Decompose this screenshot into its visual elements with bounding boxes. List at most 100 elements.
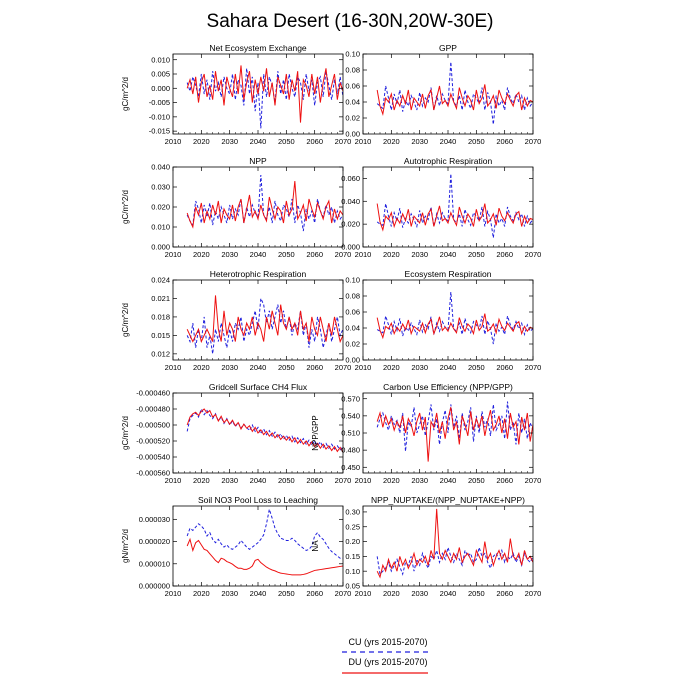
x-tick-label: 2070	[335, 137, 352, 146]
x-tick-label: 2050	[278, 589, 295, 598]
x-tick-label: 2040	[440, 137, 457, 146]
x-tick-label: 2060	[496, 476, 513, 485]
legend-label-du: DU (yrs 2015-2070)	[348, 657, 427, 667]
panel-8: 2010 2020 2030 2040 2050 2060 2070 0.000000 0.00…	[121, 495, 351, 598]
series-du-line	[186, 537, 343, 576]
x-tick-label: 2040	[440, 250, 457, 259]
x-tick-label: 2060	[306, 476, 323, 485]
y-tick-label: 0.30	[345, 508, 360, 517]
y-tick-label: 0.05	[345, 582, 360, 591]
panel-title: Net Ecosystem Exchange	[209, 43, 307, 53]
y-tick-label: -0.000500	[136, 421, 170, 430]
x-tick-label: 2030	[221, 476, 238, 485]
series-du-line	[186, 408, 343, 453]
y-tick-label: 0.000	[151, 243, 170, 252]
series-cu-line	[376, 61, 533, 125]
panel-title: NPP_NUPTAKE/(NPP_NUPTAKE+NPP)	[371, 495, 525, 505]
panels: 2010 2020 2030 2040 2050 2060 2070 -0.015 -0.010…	[121, 43, 541, 598]
y-axis-label: gC/m^2/d	[121, 303, 130, 337]
series-du-line	[376, 508, 533, 579]
x-tick-label: 2060	[306, 363, 323, 372]
x-tick-label: 2020	[193, 589, 210, 598]
y-tick-label: 0.040	[341, 197, 360, 206]
y-tick-label: -0.005	[149, 98, 170, 107]
x-tick-label: 2030	[411, 476, 428, 485]
y-tick-label: 0.20	[345, 537, 360, 546]
y-tick-label: 0.480	[341, 446, 360, 455]
y-tick-label: 0.570	[341, 394, 360, 403]
y-tick-label: 0.10	[345, 567, 360, 576]
series-du-line	[376, 407, 533, 462]
series-cu-line	[376, 173, 533, 238]
plot-frame	[362, 279, 534, 361]
series-cu-line	[376, 291, 533, 345]
x-tick-label: 2070	[525, 137, 542, 146]
y-tick-label: 0.015	[151, 331, 170, 340]
x-tick-label: 2050	[468, 589, 485, 598]
y-tick-label: 0.012	[151, 349, 170, 358]
x-tick-label: 2070	[525, 589, 542, 598]
y-tick-label: 0.10	[345, 276, 360, 285]
series-du-line	[376, 84, 533, 116]
y-tick-label: 0.010	[151, 55, 170, 64]
panel-6: 2010 2020 2030 2040 2050 2060 2070 -0.000560 -0.…	[121, 382, 351, 485]
y-tick-label: 0.000030	[139, 515, 170, 524]
x-tick-label: 2030	[221, 250, 238, 259]
y-tick-label: 0.25	[345, 522, 360, 531]
y-tick-label: -0.000520	[136, 437, 170, 446]
y-tick-label: 0.000	[341, 243, 360, 252]
legend: CU (yrs 2015-2070) DU (yrs 2015-2070)	[342, 637, 428, 674]
x-tick-label: 2020	[383, 250, 400, 259]
y-tick-label: 0.000	[151, 84, 170, 93]
x-tick-label: 2020	[193, 137, 210, 146]
panel-0: 2010 2020 2030 2040 2050 2060 2070 -0.015 -0.010…	[121, 43, 351, 146]
x-tick-label: 2060	[496, 137, 513, 146]
series-cu-line	[186, 296, 343, 354]
x-tick-label: 2020	[383, 137, 400, 146]
y-tick-label: 0.450	[341, 463, 360, 472]
x-tick-label: 2070	[335, 363, 352, 372]
x-tick-label: 2070	[335, 250, 352, 259]
x-tick-label: 2030	[411, 363, 428, 372]
x-tick-label: 2020	[193, 250, 210, 259]
panel-title: Gridcell Surface CH4 Flux	[209, 382, 308, 392]
y-tick-label: -0.000480	[136, 405, 170, 414]
plot-frame	[172, 279, 344, 361]
y-tick-label: 0.021	[151, 294, 170, 303]
y-axis-label: gN/m^2/d	[121, 529, 130, 563]
x-tick-label: 2030	[411, 589, 428, 598]
panel-title: Heterotrophic Respiration	[210, 269, 307, 279]
y-axis-label: NPP/GPP	[311, 415, 320, 451]
x-tick-label: 2010	[165, 363, 182, 372]
panel-title: NPP	[249, 156, 267, 166]
y-tick-label: 0.005	[151, 70, 170, 79]
panel-title: Ecosystem Respiration	[405, 269, 492, 279]
y-tick-label: -0.010	[149, 112, 170, 121]
y-tick-label: 0.020	[151, 203, 170, 212]
x-tick-label: 2040	[440, 476, 457, 485]
x-tick-label: 2070	[525, 476, 542, 485]
x-tick-label: 2060	[306, 589, 323, 598]
panel-5: 2010 2020 2030 2040 2050 2060 2070 0.00 0.02 0.04…	[345, 269, 541, 372]
x-tick-label: 2020	[193, 476, 210, 485]
panel-title: GPP	[439, 43, 457, 53]
y-tick-label: 0.060	[341, 174, 360, 183]
x-tick-label: 2020	[383, 476, 400, 485]
legend-label-cu: CU (yrs 2015-2070)	[348, 637, 427, 647]
y-axis-label: gC/m^2/d	[121, 77, 130, 111]
x-tick-label: 2030	[411, 137, 428, 146]
series-cu-line	[376, 545, 533, 576]
series-du-line	[186, 180, 343, 229]
x-tick-label: 2010	[355, 363, 372, 372]
y-axis-label: gC/m^2/d	[121, 416, 130, 450]
panel-2: 2010 2020 2030 2040 2050 2060 2070 0.000 0.010 0.…	[121, 156, 351, 259]
y-tick-label: 0.02	[345, 114, 360, 123]
x-tick-label: 2070	[335, 476, 352, 485]
y-tick-label: -0.015	[149, 127, 170, 136]
y-tick-label: -0.000540	[136, 453, 170, 462]
x-tick-label: 2050	[278, 137, 295, 146]
x-tick-label: 2070	[525, 363, 542, 372]
plot-frame	[172, 166, 344, 248]
y-tick-label: 0.030	[151, 183, 170, 192]
x-tick-label: 2050	[278, 363, 295, 372]
